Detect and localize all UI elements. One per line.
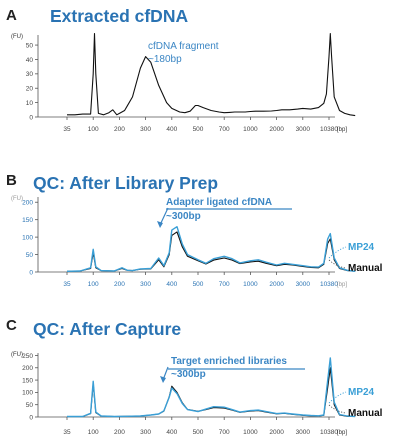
x-tick-label: 2000	[269, 429, 284, 436]
x-axis-unit: [bp]	[337, 430, 347, 436]
x-tick-label: 35	[63, 429, 71, 436]
y-tick-label: 200	[22, 365, 33, 372]
legend-leader-mp24	[328, 246, 347, 259]
x-tick-label: 100	[88, 126, 99, 133]
x-tick-label: 700	[219, 126, 230, 133]
y-tick-label: 20	[26, 86, 34, 93]
annotation-line-2: ~300bp	[171, 369, 206, 380]
y-tick-label: 150	[22, 377, 33, 384]
annotation-line-2: ~300bp	[166, 211, 201, 222]
y-tick-label: 30	[26, 71, 34, 78]
legend-leader-manual	[328, 404, 347, 414]
annotation-arrow-shaft	[159, 207, 169, 226]
series-line-manual	[66, 231, 356, 272]
x-tick-label: 300	[140, 281, 151, 288]
series-line-manual	[67, 367, 356, 418]
x-tick-label: 100	[88, 281, 99, 288]
annotation-line-1: Adapter ligated cfDNA	[166, 197, 272, 208]
x-tick-label: 35	[63, 126, 71, 133]
x-tick-label: 3000	[296, 429, 311, 436]
y-tick-label: 100	[22, 234, 33, 241]
x-tick-label: 100	[88, 429, 99, 436]
x-tick-label: 2000	[269, 281, 284, 288]
y-tick-label: 50	[26, 402, 34, 409]
x-tick-label: 200	[114, 281, 125, 288]
x-tick-label: 1000	[243, 429, 258, 436]
x-axis-unit: [bp]	[337, 282, 347, 288]
panel-title: QC: After Library Prep	[33, 173, 218, 193]
panel-letter: A	[6, 7, 17, 24]
x-tick-label: 400	[166, 429, 177, 436]
legend-manual: Manual	[348, 263, 383, 274]
annotation-line-2: ~180bp	[148, 54, 182, 65]
x-tick-label: 300	[140, 429, 151, 436]
y-axis-unit: (FU)	[11, 34, 23, 40]
annotation-line-1: cfDNA fragment	[148, 41, 219, 52]
y-tick-label: 0	[29, 114, 33, 121]
x-tick-label: 3000	[296, 281, 311, 288]
annotation-arrow-head	[157, 221, 163, 228]
x-tick-label: 700	[219, 429, 230, 436]
x-tick-label: 10380	[320, 429, 338, 436]
x-tick-label: 10380	[320, 281, 338, 288]
legend-manual: Manual	[348, 408, 383, 419]
annotation-line-1: Target enriched libraries	[171, 356, 287, 367]
x-tick-label: 1000	[243, 281, 258, 288]
y-tick-label: 100	[22, 390, 33, 397]
y-tick-label: 0	[29, 269, 33, 276]
x-tick-label: 200	[114, 429, 125, 436]
x-axis-unit: [bp]	[337, 127, 347, 133]
legend-mp24: MP24	[348, 242, 375, 253]
series-line-trace	[67, 33, 356, 117]
y-axis-unit: (FU)	[11, 352, 23, 358]
panel-letter: B	[6, 172, 17, 189]
y-tick-label: 250	[22, 353, 33, 360]
x-tick-label: 500	[193, 429, 204, 436]
legend-mp24: MP24	[348, 387, 375, 398]
x-tick-label: 500	[193, 126, 204, 133]
x-tick-label: 10380	[320, 126, 338, 133]
panel-title: QC: After Capture	[33, 319, 181, 339]
y-tick-label: 0	[29, 414, 33, 421]
annotation-arrow-head	[160, 376, 166, 383]
x-tick-label: 400	[166, 281, 177, 288]
panel-letter: C	[6, 317, 17, 334]
y-tick-label: 50	[26, 252, 34, 259]
x-tick-label: 35	[63, 281, 71, 288]
y-tick-label: 200	[22, 200, 33, 207]
series-line-mp24	[66, 225, 356, 272]
y-axis-unit: (FU)	[11, 196, 23, 202]
y-tick-label: 10	[26, 100, 34, 107]
x-tick-label: 400	[166, 126, 177, 133]
y-tick-label: 150	[22, 217, 33, 224]
x-tick-label: 500	[193, 281, 204, 288]
x-tick-label: 1000	[243, 126, 258, 133]
y-tick-label: 50	[26, 42, 34, 49]
legend-leader-mp24	[328, 391, 347, 404]
legend-leader-manual	[328, 259, 347, 269]
series-line-mp24	[67, 357, 356, 418]
y-tick-label: 40	[26, 57, 34, 64]
panel-title: Extracted cfDNA	[50, 6, 188, 26]
x-tick-label: 3000	[296, 126, 311, 133]
panel-b: B QC: After Library Prep(FU)2001501005003…	[6, 172, 383, 288]
x-tick-label: 200	[114, 126, 125, 133]
x-tick-label: 300	[140, 126, 151, 133]
x-tick-label: 700	[219, 281, 230, 288]
x-tick-label: 2000	[269, 126, 284, 133]
